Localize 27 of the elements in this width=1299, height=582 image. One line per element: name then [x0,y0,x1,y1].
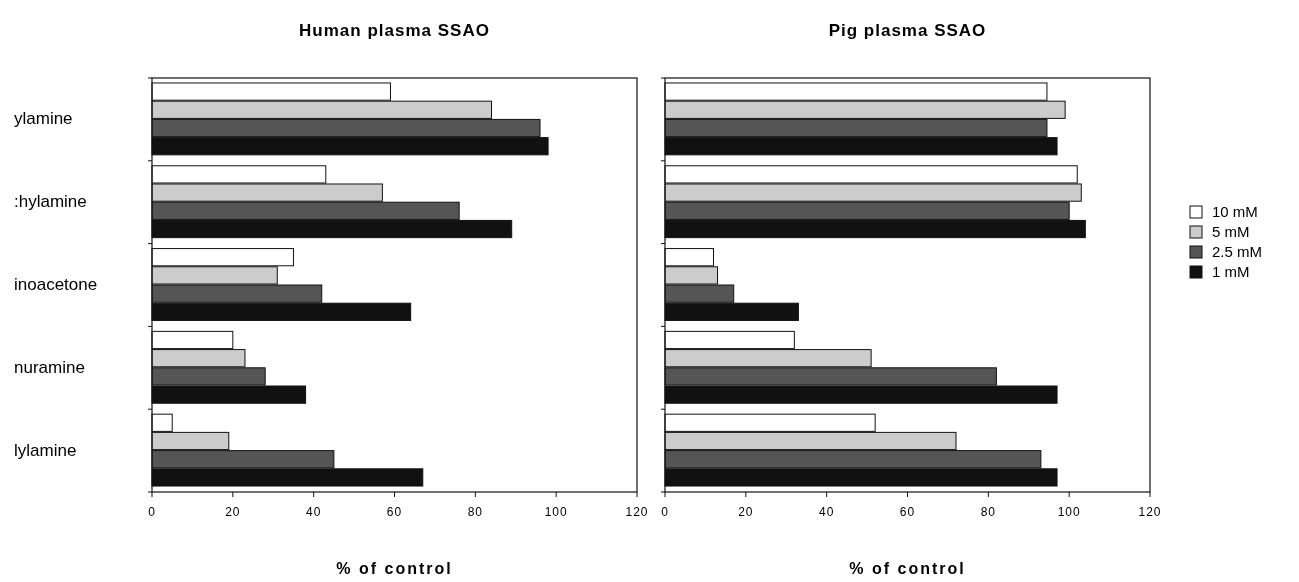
x-tick-label: 20 [225,505,241,519]
x-tick-label: 40 [305,505,322,519]
x-tick-label: 60 [899,505,916,519]
x-axis-title: % of control [849,560,966,577]
y-tick-label: ylamine [14,109,73,129]
chart-title: Human plasma SSAO [299,21,490,40]
x-axis-title: % of control [336,560,453,577]
x-tick-label: 60 [386,505,403,519]
x-tick-label: 80 [467,505,484,519]
x-tick-label: 120 [625,505,649,519]
x-tick-label: 100 [544,505,568,519]
y-tick-label: :hylamine [14,192,87,212]
x-tick-label: 80 [980,505,997,519]
y-tick-label: nuramine [14,357,85,377]
x-tick-label: 20 [738,505,754,519]
legend-label: 10 mM [1212,203,1258,220]
x-tick-label: 40 [818,505,835,519]
y-tick-label: lylamine [14,440,77,460]
x-tick-label: 100 [1057,505,1081,519]
legend-label: 2.5 mM [1212,243,1263,260]
x-tick-label: 0 [148,505,156,519]
legend-label: 1 mM [1212,263,1250,280]
legend-label: 5 mM [1212,223,1250,240]
y-tick-label: inoacetone [14,275,98,294]
chart-title: Pig plasma SSAO [828,21,987,40]
x-tick-label: 0 [661,505,669,519]
x-tick-label: 120 [1138,505,1162,519]
